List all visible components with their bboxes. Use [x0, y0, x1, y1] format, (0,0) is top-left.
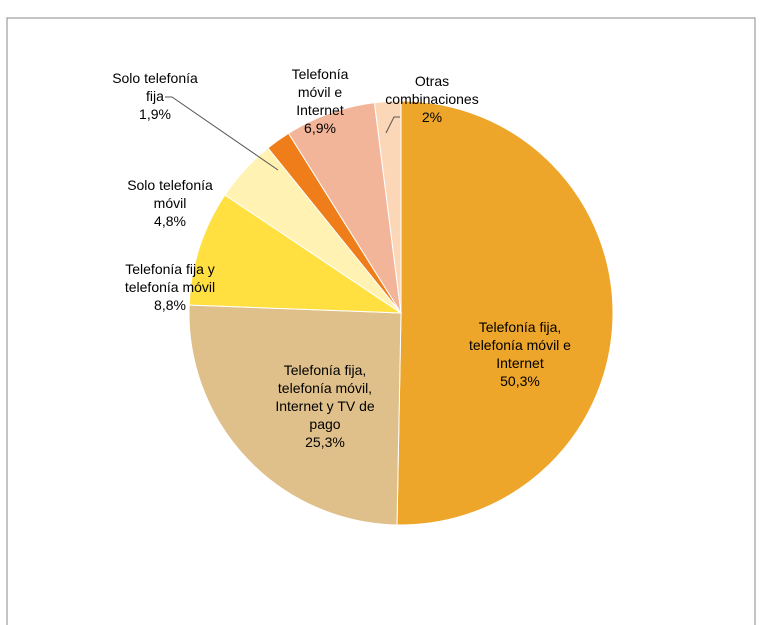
- slice-label: Telefonía fija, telefonía móvil e Intern…: [469, 319, 571, 371]
- slice-label: Solo telefonía fija: [112, 70, 198, 104]
- slice-label: Telefonía móvil e Internet: [291, 66, 349, 118]
- value-label: 2%: [421, 109, 443, 125]
- slice-label: Solo telefonía móvil: [127, 177, 213, 211]
- leader-line: [165, 96, 279, 171]
- value-label: 25,3%: [305, 434, 345, 450]
- slice-label: Otras combinaciones: [385, 73, 479, 107]
- slice-label: Telefonía fija y telefonía móvil: [124, 261, 216, 295]
- leader-line: [385, 116, 400, 134]
- pie-slice: [373, 100, 402, 314]
- slice-label: Telefonía fija, telefonía móvil, Interne…: [275, 362, 375, 432]
- value-label: 4,8%: [154, 213, 186, 229]
- value-label: 1,9%: [139, 106, 171, 122]
- pie-slice: [188, 194, 403, 314]
- pie-slice: [396, 100, 614, 526]
- value-label: 6,9%: [304, 120, 336, 136]
- value-label: 50,3%: [500, 373, 540, 389]
- pie-slice: [188, 304, 402, 526]
- frame: [6, 17, 756, 625]
- value-label: 8,8%: [154, 297, 186, 313]
